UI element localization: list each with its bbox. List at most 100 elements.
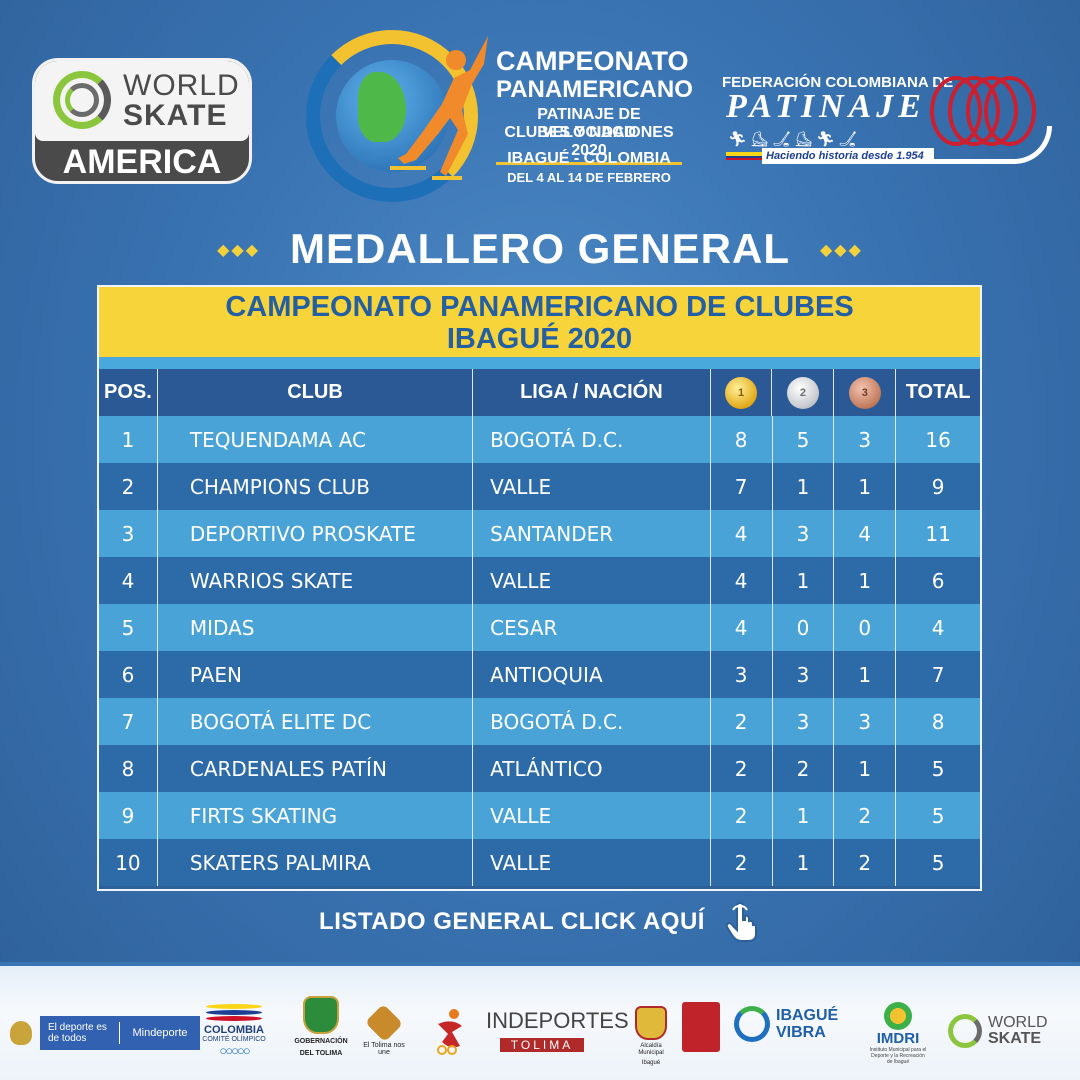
cell-liga: VALLE — [473, 792, 711, 839]
cell-silver: 3 — [773, 651, 835, 698]
table-row: 7 BOGOTÁ ELITE DC BOGOTÁ D.C. 2 3 3 8 — [99, 698, 980, 745]
table-header-row: POS. CLUB LIGA / NACIÓN 1 2 3 TOTAL — [99, 369, 980, 416]
americas-land-icon — [358, 72, 406, 142]
cell-gold: 2 — [711, 745, 773, 792]
cell-pos: 1 — [99, 416, 158, 463]
world-skate-logo-top: WORLD SKATE — [35, 61, 249, 141]
world-skate-word-skate: SKATE — [123, 99, 228, 132]
cell-liga: VALLE — [473, 463, 711, 510]
cell-bronze: 3 — [834, 416, 897, 463]
cell-liga: BOGOTÁ D.C. — [473, 416, 711, 463]
general-list-link[interactable]: LISTADO GENERAL CLICK AQUÍ — [0, 898, 1080, 946]
gold-medal-icon: 1 — [725, 376, 758, 409]
table-heading-line1: CAMPEONATO PANAMERICANO DE CLUBES — [225, 291, 854, 323]
cell-silver: 1 — [773, 557, 835, 604]
cell-club: BOGOTÁ ELITE DC — [158, 698, 474, 745]
world-skate-footer-logo: WORLD SKATE — [948, 1014, 1048, 1048]
col-header-club: CLUB — [158, 369, 474, 416]
alcaldia-line1: Alcaldía Municipal — [638, 1043, 664, 1056]
colombia-flag-icon — [726, 152, 762, 160]
colombia-olympic-logo: COLOMBIA COMITÉ OLÍMPICO ○○○○○ — [200, 1002, 268, 1058]
general-list-link-text[interactable]: LISTADO GENERAL CLICK AQUÍ — [319, 908, 705, 935]
world-skate-footer-text: WORLD SKATE — [988, 1015, 1048, 1047]
cell-pos: 7 — [99, 698, 158, 745]
world-skate-america-logo: WORLD SKATE AMERICA — [32, 58, 252, 184]
bronze-medal-icon: 3 — [848, 376, 881, 409]
olympic-rings-icon: ○○○○○ — [219, 1043, 250, 1058]
event-title-line4: CLUBES Y NACIONES 2020 — [496, 124, 682, 165]
sponsor-bar: El deporte es de todos Mindeporte COLOMB… — [0, 962, 1080, 1080]
cell-silver: 3 — [773, 698, 835, 745]
event-logo: CAMPEONATO PANAMERICANO PATINAJE DE VELO… — [300, 26, 700, 202]
cell-liga: BOGOTÁ D.C. — [473, 698, 711, 745]
cell-pos: 3 — [99, 510, 158, 557]
federation-logo: FEDERACIÓN COLOMBIANA DE PATINAJE 🏃︎⛸︎🏒︎… — [722, 66, 1062, 176]
colombia-flag-swoosh-icon — [200, 1002, 268, 1024]
world-skate-ring-icon — [948, 1014, 982, 1048]
cell-total: 5 — [931, 756, 945, 781]
cell-club: FIRTS SKATING — [158, 792, 474, 839]
alcaldia-line2: Ibagué — [641, 1060, 661, 1066]
cell-bronze: 1 — [834, 557, 897, 604]
col-header-gold: 1 — [711, 369, 773, 416]
federation-line1: FEDERACIÓN COLOMBIANA DE — [722, 74, 954, 91]
cell-bronze: 1 — [834, 651, 897, 698]
table-row: 10 SKATERS PALMIRA VALLE 2 1 2 5 — [99, 839, 980, 886]
event-title-line2: PANAMERICANO — [496, 76, 693, 103]
federation-name: PATINAJE — [726, 88, 926, 125]
imdri-logo: IMDRI Instituto Municipal para el Deport… — [868, 1002, 928, 1065]
table-row: 3 DEPORTIVO PROSKATE SANTANDER 4 3 4 11 — [99, 510, 980, 557]
cell-gold: 4 — [711, 510, 773, 557]
cell-pos: 9 — [99, 792, 158, 839]
cell-gold: 2 — [711, 839, 773, 886]
cell-club: MIDAS — [158, 604, 474, 651]
table-row: 1 TEQUENDAMA AC BOGOTÁ D.C. 8 5 3 16 — [99, 416, 980, 463]
mindeporte-name: Mindeporte — [132, 1027, 188, 1039]
cell-silver: 1 — [773, 839, 835, 886]
cell-bronze: 1 — [834, 463, 897, 510]
cell-total: 11 — [925, 521, 951, 546]
table-grid: POS. CLUB LIGA / NACIÓN 1 2 3 TOTAL 1 TEQ… — [99, 369, 980, 886]
cell-bronze: 1 — [834, 745, 897, 792]
imdri-name: IMDRI — [876, 1030, 920, 1047]
cell-liga: VALLE — [473, 557, 711, 604]
col-header-bronze: 3 — [834, 369, 897, 416]
cell-liga: ATLÁNTICO — [473, 745, 711, 792]
col-header-pos: POS. — [99, 369, 158, 416]
colombia-olympic-sub: COMITÉ OLÍMPICO — [202, 1036, 266, 1043]
cell-club: PAEN — [158, 651, 474, 698]
cell-silver: 2 — [773, 745, 835, 792]
gobernacion-tolima-logo: GOBERNACIÓN DEL TOLIMA — [290, 996, 352, 1058]
cell-silver: 0 — [773, 604, 835, 651]
cell-gold: 4 — [711, 557, 773, 604]
cell-bronze: 0 — [834, 604, 897, 651]
cell-silver: 1 — [773, 792, 835, 839]
cell-liga: ANTIOQUIA — [473, 651, 711, 698]
speed-skater-icon — [390, 36, 488, 180]
cell-total: 9 — [931, 474, 945, 499]
handshake-icon — [364, 1003, 404, 1043]
cell-gold: 8 — [711, 416, 773, 463]
cell-gold: 2 — [711, 792, 773, 839]
indeportes-region: TOLIMA — [500, 1038, 584, 1052]
table-row: 2 CHAMPIONS CLUB VALLE 7 1 1 9 — [99, 463, 980, 510]
pointer-hand-icon[interactable] — [721, 902, 761, 942]
col-header-liga: LIGA / NACIÓN — [473, 369, 711, 416]
cell-pos: 8 — [99, 745, 158, 792]
ibague-crest-icon — [635, 1006, 667, 1040]
cell-pos: 10 — [99, 839, 158, 886]
cell-club: DEPORTIVO PROSKATE — [158, 510, 474, 557]
silver-medal-icon: 2 — [786, 376, 819, 409]
cell-gold: 7 — [711, 463, 773, 510]
ibague-vibra-text: IBAGUÉ VIBRA — [776, 1007, 838, 1041]
ibague-vibra-a: IBAGUÉ — [776, 1007, 839, 1024]
cell-silver: 5 — [773, 416, 835, 463]
table-heading-line2: IBAGUÉ 2020 — [446, 323, 633, 355]
ibague-vibra-logo: IBAGUÉ VIBRA — [734, 1006, 838, 1042]
ibague-vibra-circle-icon — [734, 1006, 770, 1042]
world-skate-word-world: WORLD — [123, 69, 240, 102]
mindeporte-box: El deporte es de todos Mindeporte — [40, 1016, 200, 1050]
cell-pos: 4 — [99, 557, 158, 604]
colombia-crest-icon — [10, 1021, 32, 1045]
page-title-row: ◆◆◆ MEDALLERO GENERAL ◆◆◆ — [0, 222, 1080, 276]
